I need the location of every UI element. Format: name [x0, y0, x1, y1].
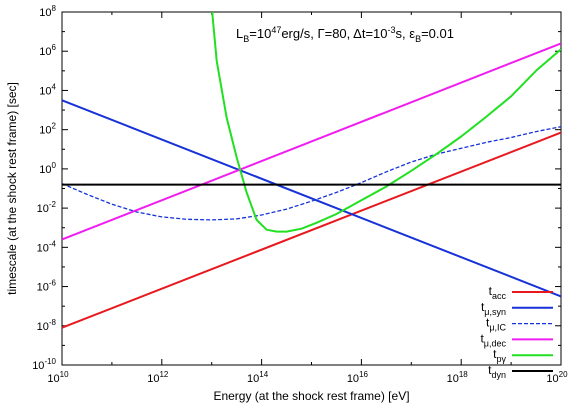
legend-entry-label: tacc [489, 284, 507, 301]
x-tick-label: 1016 [347, 370, 369, 385]
y-tick-label: 10-2 [37, 200, 57, 215]
y-tick-label: 10-10 [32, 357, 56, 372]
x-tick-label: 1010 [47, 370, 69, 385]
series-line-μ-syn [62, 99, 561, 298]
y-tick-label: 100 [39, 161, 56, 176]
legend-entry-label: tdyn [488, 363, 506, 380]
legend-entry-label: tpγ [493, 347, 506, 364]
series-line-μ-IC [62, 126, 561, 221]
series-line-acc [62, 131, 561, 329]
y-tick-label: 10-6 [37, 279, 57, 294]
y-tick-label: 10-8 [37, 318, 57, 333]
legend-entry-label: tμ,syn [481, 300, 506, 317]
series-lines [62, 12, 561, 329]
y-tick-label: 104 [39, 82, 56, 97]
y-tick-label: 106 [39, 43, 56, 58]
y-axis-title: timescale (at the shock rest frame) [sec… [5, 82, 19, 295]
x-tick-label: 1014 [247, 370, 269, 385]
y-tick-label: 108 [39, 4, 56, 19]
series-line-pγ [211, 12, 561, 233]
series-line-μ-dec [62, 42, 561, 241]
axis-ticks: 1010 1012 1014 1016 1018 1020 10-10 10-8 10-6 10-… [32, 4, 568, 385]
y-tick-label: 102 [39, 122, 56, 137]
x-tick-label: 1012 [147, 370, 169, 385]
legend-entry-label: tμ,IC [486, 316, 507, 333]
parameter-annotation: LB=1047erg/s, Γ=80, Δt=10-3s, εB=0.01 [236, 25, 454, 44]
x-tick-label: 1020 [546, 370, 568, 385]
x-axis-title: Energy (at the shock rest frame) [eV] [213, 389, 409, 403]
x-tick-label: 1018 [447, 370, 469, 385]
legend-entry-label: tμ,dec [480, 331, 506, 348]
y-tick-label: 10-4 [37, 239, 57, 254]
